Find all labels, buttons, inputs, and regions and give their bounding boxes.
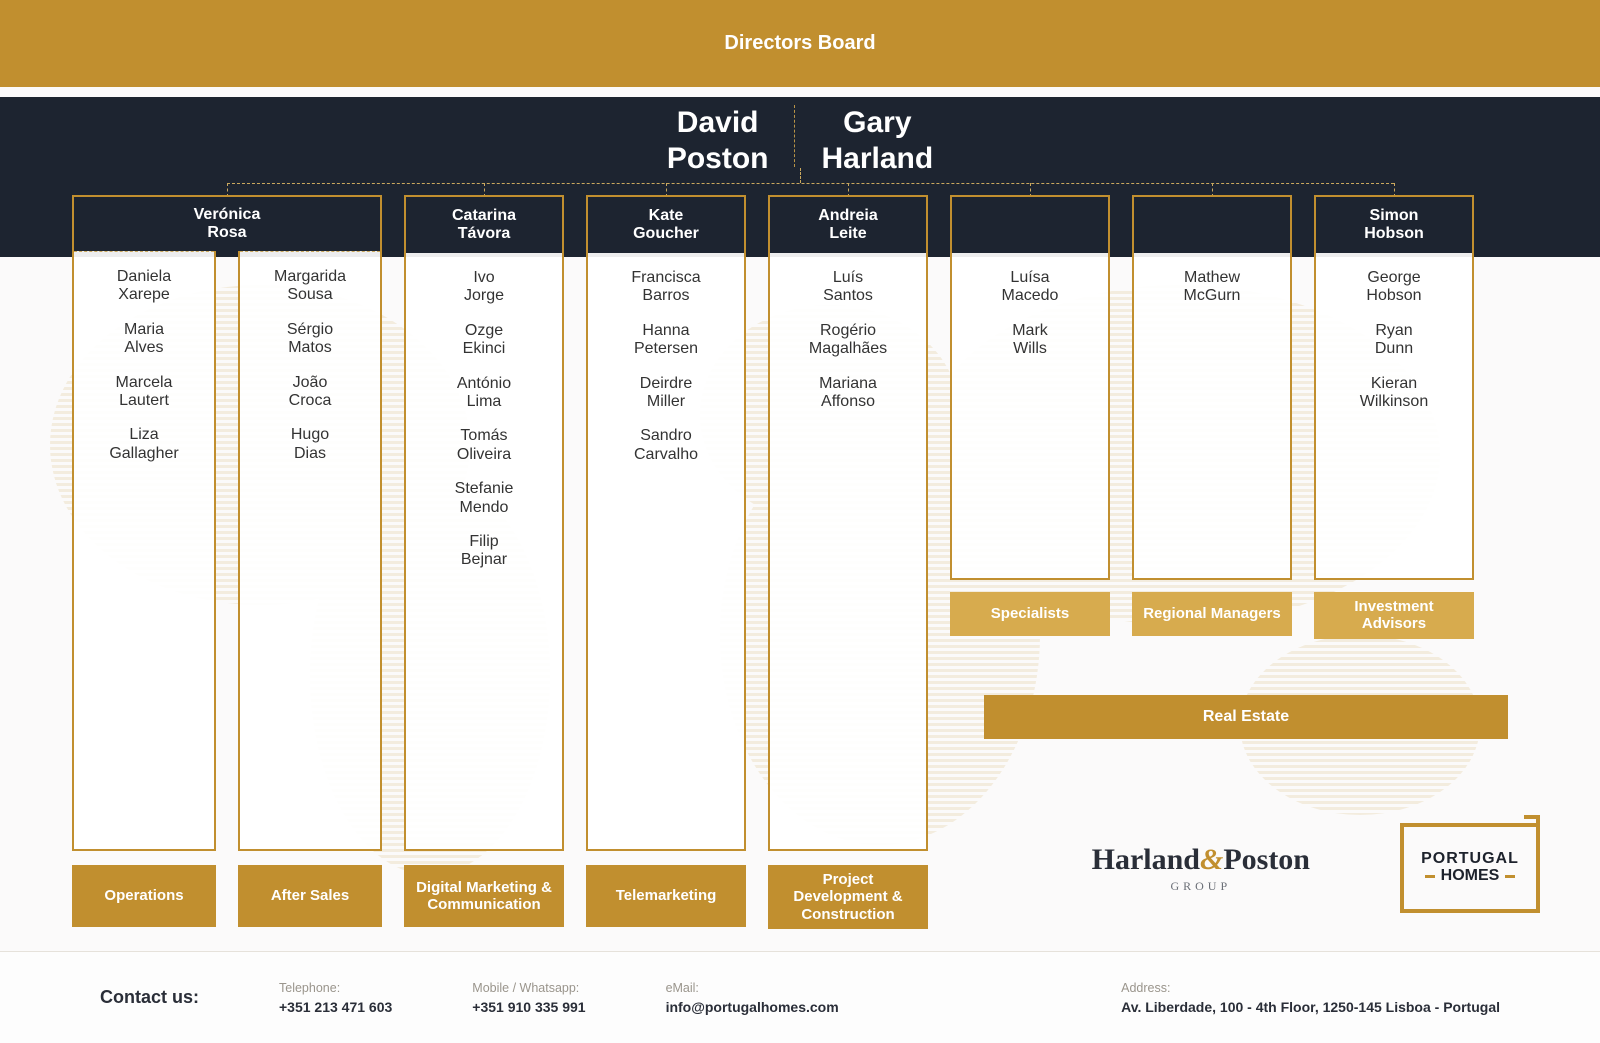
org-column: CatarinaTávora IvoJorge OzgeEkinci AntónioL… (404, 195, 564, 929)
person-name: OzgeEkinci (463, 322, 506, 359)
person-name: HannaPetersen (634, 322, 698, 359)
org-subcolumn: MargaridaSousa SérgioMatos JoãoCroca HugoDi… (238, 251, 382, 851)
columns-grid: VerónicaRosa DanielaXarepe MariaAlves Marce… (72, 195, 1578, 925)
person-name: SérgioMatos (287, 321, 333, 358)
person-name: MarkWills (1012, 322, 1048, 359)
hp-amp: & (1200, 843, 1223, 876)
director-name: DavidPoston (667, 105, 769, 177)
person-name: MariaAlves (124, 321, 164, 358)
person-name: DanielaXarepe (117, 268, 171, 305)
org-column: AndreiaLeite LuísSantos RogérioMagalhães Ma… (768, 195, 928, 929)
department-label: After Sales (238, 865, 382, 927)
page-title: Directors Board (724, 32, 875, 55)
department-label: Investment Advisors (1314, 592, 1474, 639)
department-label: Operations (72, 865, 216, 927)
ph-frame (1400, 823, 1540, 913)
column-head: SimonHobson (1316, 197, 1472, 253)
person-name: TomásOliveira (457, 427, 511, 464)
director-separator (794, 105, 795, 167)
person-name: AntónioLima (457, 375, 511, 412)
org-column: VerónicaRosa DanielaXarepe MariaAlves Marce… (72, 195, 382, 929)
department-label: Project Development & Construction (768, 865, 928, 929)
email-value: info@portugalhomes.com (666, 999, 839, 1015)
person-name: HugoDias (291, 426, 329, 463)
person-name: MargaridaSousa (274, 268, 346, 305)
person-name: RyanDunn (1375, 322, 1413, 359)
org-column: MathewMcGurn Regional Managers (1132, 195, 1292, 929)
hp-text2: Poston (1223, 843, 1310, 876)
directors-row: DavidPoston GaryHarland (0, 105, 1600, 177)
title-band: Directors Board (0, 0, 1600, 87)
mobile-value: +351 910 335 991 (472, 999, 585, 1015)
department-label: Specialists (950, 592, 1110, 636)
hp-text1: Harland (1092, 843, 1200, 876)
hp-sub: GROUP (1092, 879, 1310, 894)
person-name: LizaGallagher (109, 426, 178, 463)
column-head (952, 197, 1108, 253)
person-name: JoãoCroca (289, 374, 332, 411)
contact-address: Address: Av. Liberdade, 100 - 4th Floor,… (1121, 981, 1500, 1015)
contact-email: eMail: info@portugalhomes.com (666, 981, 839, 1015)
org-column: KateGoucher FranciscaBarros HannaPetersen D… (586, 195, 746, 929)
column-head: CatarinaTávora (406, 197, 562, 253)
person-name: DeirdreMiller (640, 375, 692, 412)
real-estate-banner: Real Estate (984, 695, 1508, 739)
column-head: AndreiaLeite (770, 197, 926, 253)
person-name: MarianaAffonso (819, 375, 877, 412)
contact-bar: Contact us: Telephone: +351 213 471 603 … (0, 951, 1600, 1043)
ph-frame2 (1524, 815, 1540, 913)
department-label: Telemarketing (586, 865, 746, 927)
connector-hline (227, 183, 1394, 184)
person-name: SandroCarvalho (634, 427, 698, 464)
telephone-label: Telephone: (279, 981, 392, 995)
contact-telephone: Telephone: +351 213 471 603 (279, 981, 392, 1015)
org-column: LuísaMacedo MarkWills Specialists (950, 195, 1110, 929)
person-name: StefanieMendo (455, 480, 514, 517)
person-name: MarcelaLautert (116, 374, 173, 411)
portugal-homes-logo: PORTUGAL HOMES (1400, 823, 1540, 913)
email-label: eMail: (666, 981, 839, 995)
address-label: Address: (1121, 981, 1500, 995)
person-name: GeorgeHobson (1366, 269, 1421, 306)
mobile-label: Mobile / Whatsapp: (472, 981, 585, 995)
org-column: SimonHobson GeorgeHobson RyanDunn KieranWil… (1314, 195, 1474, 929)
real-estate-label: Real Estate (1203, 708, 1289, 726)
connector-vline (800, 168, 801, 183)
harland-poston-logo: Harland&Poston GROUP (1092, 843, 1310, 894)
director-name: GaryHarland (821, 105, 933, 177)
column-head: VerónicaRosa (72, 195, 382, 251)
column-head (1134, 197, 1290, 253)
person-name: FranciscaBarros (631, 269, 700, 306)
person-name: KieranWilkinson (1360, 375, 1428, 412)
org-chart: Directors Board DavidPoston GaryHarland V… (0, 0, 1600, 1043)
person-name: MathewMcGurn (1184, 269, 1241, 306)
department-label: Digital Marketing & Communication (404, 865, 564, 927)
person-name: LuísaMacedo (1002, 269, 1059, 306)
person-name: RogérioMagalhães (809, 322, 887, 359)
org-subcolumn: DanielaXarepe MariaAlves MarcelaLautert Liz… (72, 251, 216, 851)
contact-lead: Contact us: (100, 987, 199, 1008)
person-name: FilipBejnar (461, 533, 507, 570)
person-name: IvoJorge (464, 269, 504, 306)
telephone-value: +351 213 471 603 (279, 999, 392, 1015)
person-name: LuísSantos (823, 269, 873, 306)
contact-mobile: Mobile / Whatsapp: +351 910 335 991 (472, 981, 585, 1015)
logos-row: Harland&Poston GROUP PORTUGAL HOMES (1092, 823, 1540, 913)
column-head: KateGoucher (588, 197, 744, 253)
address-value: Av. Liberdade, 100 - 4th Floor, 1250-145… (1121, 999, 1500, 1015)
department-label: Regional Managers (1132, 592, 1292, 636)
